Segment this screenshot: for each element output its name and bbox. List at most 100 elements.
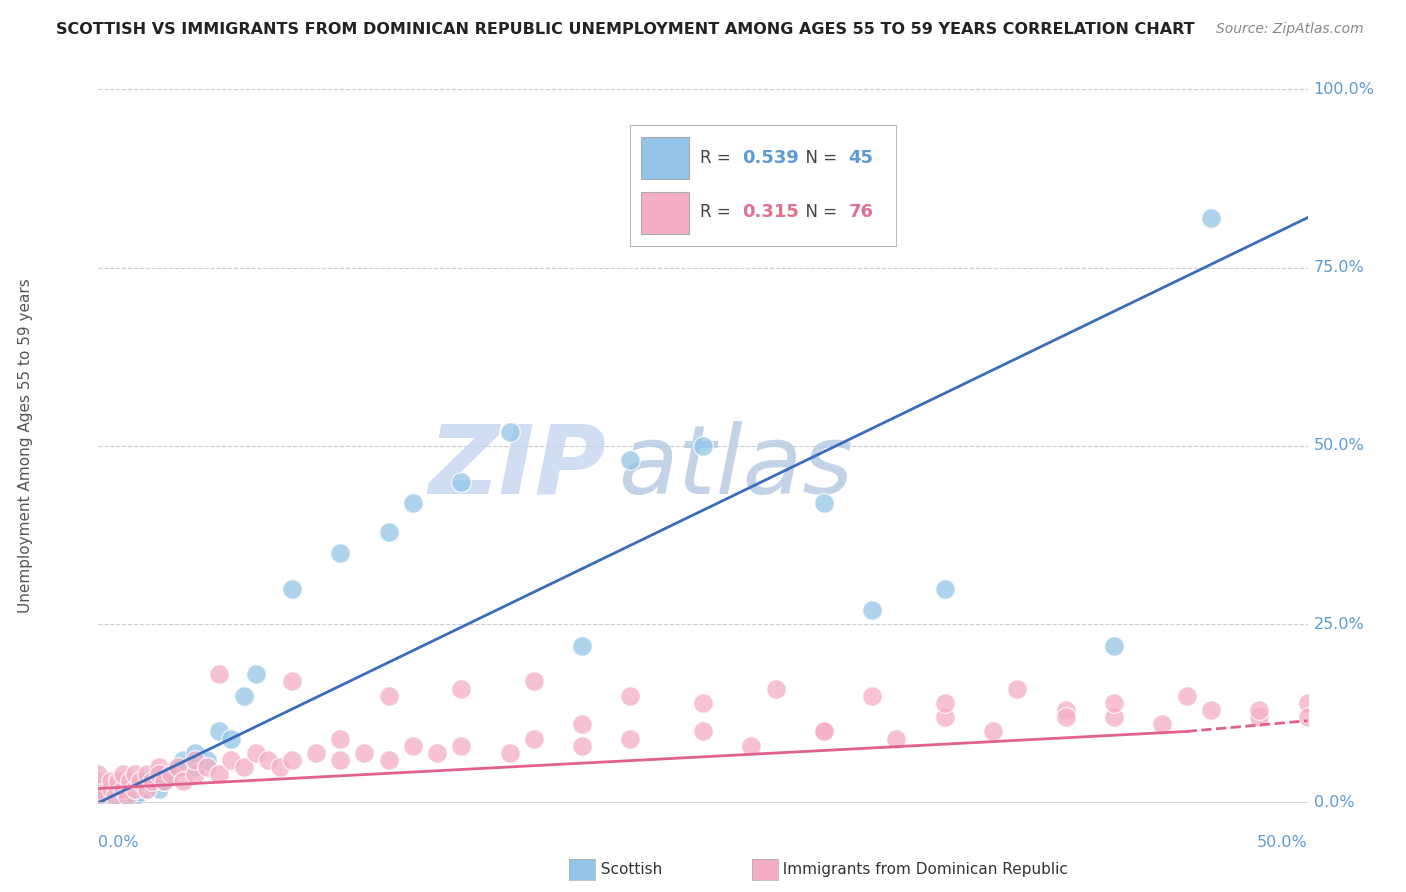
Point — [523, 731, 546, 746]
Point — [160, 767, 183, 781]
Point — [221, 753, 243, 767]
Point — [886, 731, 908, 746]
Point — [135, 781, 157, 796]
Point — [981, 724, 1004, 739]
Point — [141, 774, 163, 789]
Point — [256, 753, 278, 767]
Point — [100, 781, 122, 796]
Text: Immigrants from Dominican Republic: Immigrants from Dominican Republic — [773, 863, 1069, 877]
Point — [87, 781, 110, 796]
Point — [765, 681, 787, 696]
Point — [1007, 681, 1029, 696]
Point — [172, 753, 194, 767]
Point — [111, 781, 134, 796]
Text: Unemployment Among Ages 55 to 59 years: Unemployment Among Ages 55 to 59 years — [18, 278, 32, 614]
Point — [208, 767, 231, 781]
Point — [160, 767, 183, 781]
Text: Source: ZipAtlas.com: Source: ZipAtlas.com — [1216, 22, 1364, 37]
Point — [135, 767, 157, 781]
Point — [184, 746, 207, 760]
Point — [813, 724, 835, 739]
Point — [571, 717, 593, 731]
Point — [1249, 710, 1271, 724]
Point — [184, 767, 207, 781]
Point — [619, 453, 641, 467]
Point — [111, 796, 134, 810]
Point — [148, 767, 170, 781]
Text: 75.0%: 75.0% — [1313, 260, 1364, 275]
Point — [111, 781, 134, 796]
Point — [117, 789, 139, 803]
Point — [118, 785, 141, 799]
Point — [329, 731, 352, 746]
Point — [148, 767, 170, 781]
Text: SCOTTISH VS IMMIGRANTS FROM DOMINICAN REPUBLIC UNEMPLOYMENT AMONG AGES 55 TO 59 : SCOTTISH VS IMMIGRANTS FROM DOMINICAN RE… — [56, 22, 1195, 37]
Text: 0.0%: 0.0% — [98, 835, 139, 850]
Point — [1296, 710, 1319, 724]
Point — [1054, 703, 1077, 717]
Point — [1249, 703, 1271, 717]
Point — [87, 796, 110, 810]
Point — [124, 781, 146, 796]
Point — [426, 746, 449, 760]
Point — [813, 496, 835, 510]
Point — [450, 681, 472, 696]
Point — [1102, 710, 1125, 724]
Point — [692, 724, 714, 739]
Point — [281, 674, 304, 689]
Point — [692, 439, 714, 453]
Point — [860, 603, 883, 617]
Point — [329, 753, 352, 767]
Text: 0.0%: 0.0% — [1313, 796, 1354, 810]
Point — [450, 739, 472, 753]
Point — [172, 774, 194, 789]
Point — [104, 792, 127, 806]
Point — [208, 667, 231, 681]
Point — [692, 696, 714, 710]
Point — [377, 753, 399, 767]
Point — [1296, 696, 1319, 710]
Point — [813, 724, 835, 739]
Point — [232, 760, 254, 774]
Point — [128, 785, 150, 799]
Point — [100, 774, 122, 789]
Text: 100.0%: 100.0% — [1313, 82, 1375, 96]
Point — [107, 774, 129, 789]
Point — [87, 789, 110, 803]
Point — [195, 760, 218, 774]
Point — [281, 753, 304, 767]
Point — [1152, 717, 1174, 731]
Point — [934, 696, 956, 710]
Point — [377, 524, 399, 539]
Text: 25.0%: 25.0% — [1313, 617, 1364, 632]
Point — [124, 767, 146, 781]
Point — [124, 781, 146, 796]
Point — [107, 789, 129, 803]
Point — [329, 546, 352, 560]
Point — [281, 582, 304, 596]
Text: 50.0%: 50.0% — [1257, 835, 1308, 850]
Point — [740, 739, 762, 753]
Text: Scottish: Scottish — [591, 863, 662, 877]
Point — [141, 778, 163, 792]
Text: 50.0%: 50.0% — [1313, 439, 1364, 453]
Point — [221, 731, 243, 746]
Point — [353, 746, 375, 760]
Point — [269, 760, 291, 774]
Text: ZIP: ZIP — [429, 421, 606, 514]
Point — [377, 689, 399, 703]
Point — [87, 789, 110, 803]
Point — [148, 760, 170, 774]
Point — [1054, 710, 1077, 724]
Point — [571, 639, 593, 653]
Point — [117, 789, 139, 803]
Point — [523, 674, 546, 689]
Point — [450, 475, 472, 489]
Point — [100, 789, 122, 803]
Text: atlas: atlas — [619, 421, 853, 514]
Point — [305, 746, 328, 760]
Point — [1102, 639, 1125, 653]
Point — [571, 739, 593, 753]
Point — [184, 760, 207, 774]
Point — [934, 582, 956, 596]
